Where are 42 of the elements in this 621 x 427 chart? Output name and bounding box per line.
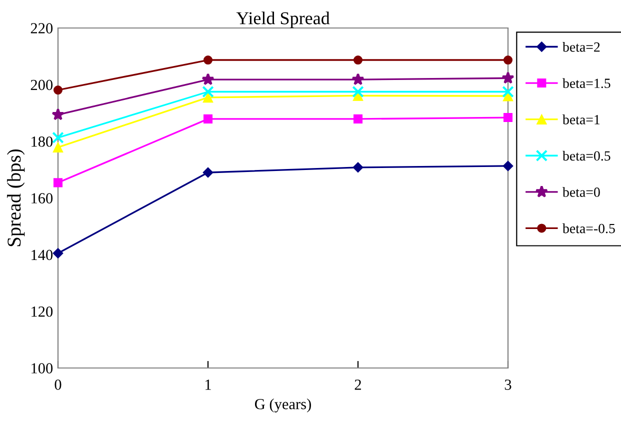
y-tick-label: 100: [32, 363, 53, 374]
point: [352, 72, 364, 86]
point: [503, 113, 513, 122]
x-tick-label: 0: [54, 380, 62, 390]
point: [502, 86, 514, 98]
point: [202, 167, 214, 178]
point: [503, 56, 513, 65]
point: [502, 160, 514, 172]
point: [202, 92, 214, 103]
legend-label: beta=2: [562, 42, 600, 52]
point: [53, 86, 63, 95]
point: [52, 142, 64, 152]
x-tick-label: 3: [504, 380, 512, 390]
point: [352, 162, 364, 173]
x-axis-title: G (years): [254, 398, 311, 412]
point: [53, 178, 63, 188]
chart-title: Yield Spread: [236, 12, 330, 28]
y-tick-label: 160: [32, 193, 53, 204]
y-tick-label: 140: [32, 250, 53, 260]
point: [52, 108, 64, 120]
point: [502, 72, 514, 84]
point: [203, 56, 213, 65]
y-tick-label: 220: [30, 23, 53, 34]
point: [353, 56, 363, 65]
y-tick-label: 120: [32, 306, 53, 317]
x-tick-label: 1: [206, 380, 211, 390]
y-axis-title: Spread (bps): [7, 149, 25, 246]
legend-label: beta=-0.5: [562, 223, 615, 234]
y-tick-label: 180: [32, 136, 53, 147]
point: [203, 114, 213, 124]
point: [202, 72, 214, 86]
legend-label: beta=1.5: [562, 78, 610, 88]
legend-label: beta=0.5: [562, 150, 610, 161]
y-tick-label: 200: [30, 80, 53, 90]
point: [52, 132, 64, 144]
legend-label: beta=0: [562, 187, 600, 197]
x-tick-label: 2: [354, 380, 361, 390]
point: [353, 114, 363, 124]
point: [352, 86, 364, 98]
point: [52, 248, 64, 259]
legend-label: beta=1: [562, 114, 600, 124]
point: [202, 86, 214, 98]
